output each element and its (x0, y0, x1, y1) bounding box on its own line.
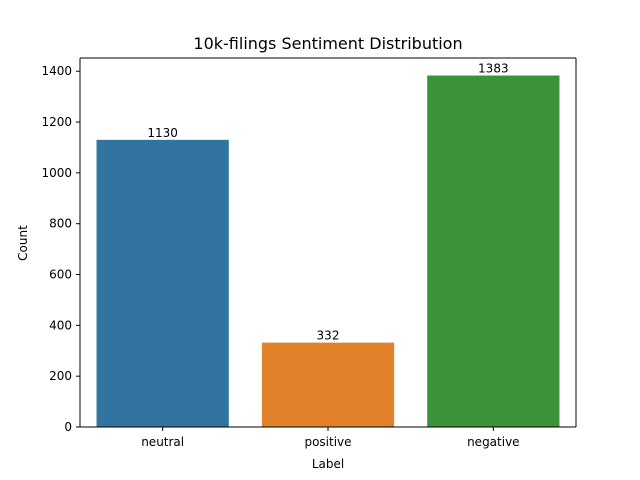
data-label-negative: 1383 (478, 62, 509, 76)
y-tick-label-800: 800 (49, 217, 72, 231)
data-label-positive: 332 (317, 329, 340, 343)
bar-neutral (96, 139, 229, 428)
y-tick-label-400: 400 (49, 318, 72, 332)
y-axis-label: Count (16, 225, 30, 261)
x-axis: neutral positive negative (141, 427, 520, 449)
bars-layer (96, 75, 560, 428)
y-tick-label-600: 600 (49, 268, 72, 282)
y-tick-label-1000: 1000 (41, 166, 72, 180)
y-axis: 0 200 400 600 800 1000 1200 1400 (41, 64, 80, 434)
x-axis-label: Label (312, 457, 344, 471)
bar-negative (427, 75, 560, 427)
y-tick-label-0: 0 (64, 420, 72, 434)
x-tick-label-negative: negative (467, 435, 519, 449)
bar-positive (261, 342, 395, 427)
y-tick-label-1400: 1400 (41, 64, 72, 78)
chart-title: 10k-filings Sentiment Distribution (193, 34, 462, 53)
data-labels-layer: 1130 332 1383 (147, 62, 508, 343)
data-label-neutral: 1130 (147, 126, 178, 140)
x-tick-label-neutral: neutral (141, 435, 184, 449)
axes-frame (79, 57, 577, 428)
x-tick-label-positive: positive (304, 435, 351, 449)
y-tick-label-200: 200 (49, 369, 72, 383)
y-tick-label-1200: 1200 (41, 115, 72, 129)
